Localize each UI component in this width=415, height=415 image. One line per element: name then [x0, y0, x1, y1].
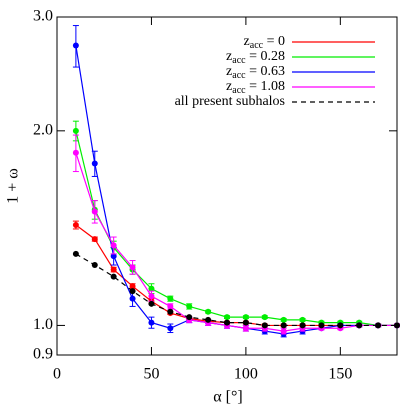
data-point [224, 314, 230, 321]
x-tick-label: 150 [328, 366, 352, 383]
data-point [186, 314, 193, 321]
data-point [91, 262, 98, 269]
plot-frame [56, 16, 398, 356]
data-point [167, 303, 174, 310]
data-point [224, 319, 230, 326]
y-tick-label: 1.0 [33, 316, 53, 333]
y-axis-label: 1 + ω [5, 168, 22, 204]
x-tick-label: 50 [143, 366, 159, 383]
data-point [337, 322, 344, 329]
legend-label: zacc = 1.08 [226, 79, 285, 96]
data-point [299, 322, 306, 329]
data-point [299, 316, 306, 323]
legend-label: zacc = 0 [244, 34, 285, 51]
legend-label: all present subhalos [175, 94, 285, 109]
data-point [110, 273, 117, 280]
y-tick-label: 2.0 [33, 122, 53, 139]
data-point [394, 322, 400, 329]
data-point [72, 149, 79, 156]
data-point [186, 303, 193, 310]
data-point [110, 266, 117, 273]
data-point [242, 325, 249, 332]
data-point [110, 242, 117, 249]
series-line [75, 152, 397, 332]
series-line [75, 224, 397, 327]
data-point [375, 322, 382, 329]
data-point [205, 308, 212, 315]
data-point [148, 319, 155, 326]
data-point [261, 314, 268, 321]
data-point [91, 160, 98, 167]
data-point [318, 322, 325, 329]
x-tick-label: 100 [234, 366, 258, 383]
data-point [205, 316, 212, 323]
data-point [72, 222, 79, 229]
series-line [75, 130, 397, 327]
data-point [356, 322, 363, 329]
data-point [72, 250, 79, 257]
data-point [242, 319, 249, 326]
data-point [72, 127, 79, 134]
data-point [148, 293, 155, 300]
data-point [129, 295, 136, 302]
data-point [110, 253, 117, 260]
data-point [129, 264, 136, 271]
data-point [72, 42, 79, 49]
legend-label: zacc = 0.28 [226, 49, 285, 66]
data-point [148, 300, 155, 307]
data-point [129, 288, 136, 295]
data-point [167, 325, 174, 332]
data-point [91, 236, 98, 243]
y-tick-label: 0.9 [33, 346, 53, 363]
series-line [75, 253, 397, 327]
data-point [148, 285, 155, 292]
data-point [242, 314, 249, 321]
data-point [91, 208, 98, 215]
data-point [280, 316, 287, 323]
legend-label: zacc = 0.63 [226, 64, 285, 81]
data-point [261, 322, 268, 329]
x-tick-label: 0 [53, 366, 61, 383]
data-point [280, 328, 287, 335]
data-point [280, 322, 287, 329]
x-axis-label: α [°] [213, 389, 242, 406]
data-point [129, 283, 136, 290]
data-point [167, 308, 174, 315]
data-point [167, 295, 174, 302]
y-tick-label: 3.0 [33, 8, 53, 25]
